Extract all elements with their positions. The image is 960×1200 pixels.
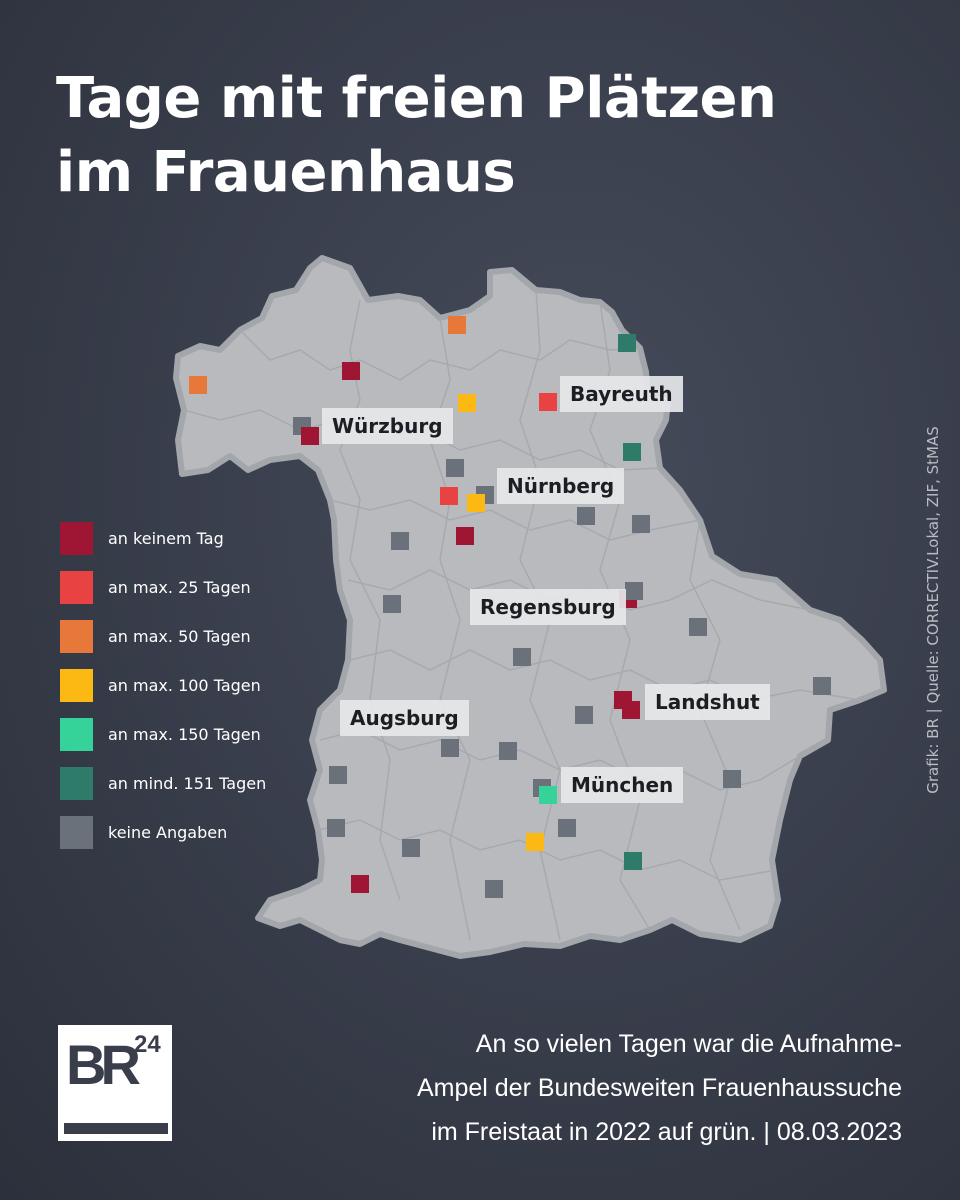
markers: [189, 316, 831, 898]
legend-item: an max. 25 Tagen: [60, 563, 266, 612]
legend-label: keine Angaben: [108, 823, 228, 842]
caption-line-3: im Freistaat in 2022 auf grün. | 08.03.2…: [431, 1118, 902, 1146]
legend-swatch: [60, 718, 93, 751]
br24-logo: BR 24: [58, 1025, 172, 1141]
caption: An so vielen Tagen war die Aufnahme- Amp…: [417, 1022, 902, 1154]
title-line-2: im Frauenhaus: [56, 140, 516, 205]
legend-item: an max. 150 Tagen: [60, 710, 266, 759]
city-label-landshut: Landshut: [645, 684, 770, 720]
legend-item: keine Angaben: [60, 808, 266, 857]
city-label-regensburg: Regensburg: [470, 589, 626, 625]
legend-swatch: [60, 620, 93, 653]
legend-label: an max. 50 Tagen: [108, 627, 251, 646]
logo-24-text: 24: [134, 1031, 161, 1058]
legend-item: an max. 50 Tagen: [60, 612, 266, 661]
legend-swatch: [60, 571, 93, 604]
legend-swatch: [60, 767, 93, 800]
legend-item: an max. 100 Tagen: [60, 661, 266, 710]
title-line-1: Tage mit freien Plätzen: [56, 66, 777, 131]
city-label-bayreuth: Bayreuth: [560, 376, 683, 412]
legend-label: an keinem Tag: [108, 529, 224, 548]
city-label-augsburg: Augsburg: [340, 700, 469, 736]
city-label-muenchen: München: [561, 767, 684, 803]
logo-br-text: BR: [66, 1033, 141, 1096]
source-credit: Grafik: BR | Quelle: CORRECTIV.Lokal, ZI…: [924, 426, 942, 794]
legend-swatch: [60, 816, 93, 849]
city-label-wuerzburg: Würzburg: [322, 408, 453, 444]
legend-item: an mind. 151 Tagen: [60, 759, 266, 808]
legend-swatch: [60, 522, 93, 555]
city-label-nuernberg: Nürnberg: [497, 468, 625, 504]
legend-label: an max. 100 Tagen: [108, 676, 261, 695]
caption-line-2: Ampel der Bundesweiten Frauenhaussuche: [416, 1074, 902, 1102]
legend-label: an max. 25 Tagen: [108, 578, 251, 597]
logo-bar: [64, 1123, 168, 1134]
legend-label: an max. 150 Tagen: [108, 725, 261, 744]
legend-item: an keinem Tag: [60, 514, 266, 563]
legend-swatch: [60, 669, 93, 702]
page-title: Tage mit freien Plätzen im Frauenhaus: [56, 62, 777, 210]
caption-line-1: An so vielen Tagen war die Aufnahme-: [475, 1030, 902, 1058]
legend: an keinem Tag an max. 25 Tagen an max. 5…: [60, 514, 266, 857]
legend-label: an mind. 151 Tagen: [108, 774, 267, 793]
